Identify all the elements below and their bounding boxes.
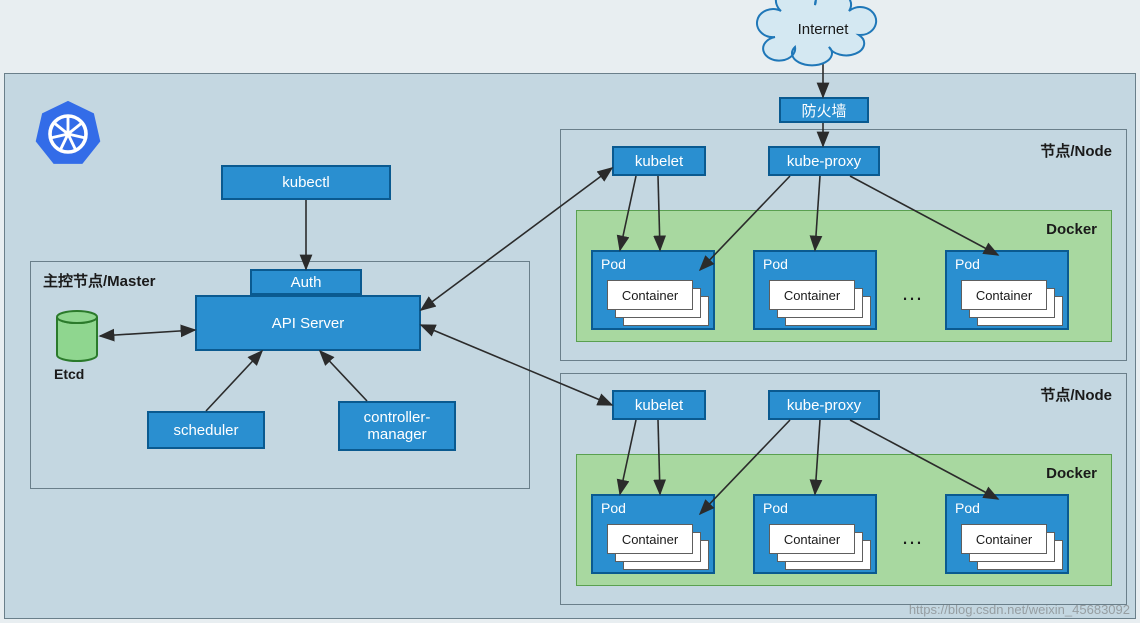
k8s-architecture-diagram: 主控节点/Master kubectl AuthAPI Server schedule… <box>0 0 1140 623</box>
node1-pod-2-label: Pod <box>955 256 980 272</box>
api-server-box: API Server <box>195 295 421 351</box>
node2-pod-1-label: Pod <box>763 500 788 516</box>
node2-pod-2-container-0: Container <box>961 524 1047 554</box>
node1-pod-1-label: Pod <box>763 256 788 272</box>
node1-region-label: 节点/Node <box>1040 140 1112 161</box>
etcd-cylinder: Etcd <box>56 310 98 362</box>
controller-manager-box: controller- manager <box>338 401 456 451</box>
node2-pod-1-container-0: Container <box>769 524 855 554</box>
node2-kubelet-box: kubelet <box>612 390 706 420</box>
internet-cloud-icon: Internet <box>757 0 876 65</box>
node1-pod-0-label: Pod <box>601 256 626 272</box>
svg-text:Internet: Internet <box>798 21 850 38</box>
node1-docker-region-label: Docker <box>1046 221 1097 238</box>
kubernetes-logo-icon <box>32 98 104 170</box>
node1-kubelet-box: kubelet <box>612 146 706 176</box>
node1-pod-2-container-0: Container <box>961 280 1047 310</box>
kubectl-box: kubectl <box>221 165 391 200</box>
node2-ellipsis: … <box>901 524 923 550</box>
node2-pod-2-label: Pod <box>955 500 980 516</box>
auth-box: Auth <box>250 269 362 295</box>
firewall-box: 防火墙 <box>779 97 869 123</box>
scheduler-box: scheduler <box>147 411 265 449</box>
node2-region-label: 节点/Node <box>1040 384 1112 405</box>
node1-pod-1-container-0: Container <box>769 280 855 310</box>
node2-pod-0-label: Pod <box>601 500 626 516</box>
node2-docker-region-label: Docker <box>1046 465 1097 482</box>
etcd-label: Etcd <box>54 366 84 382</box>
node2-pod-0-container-0: Container <box>607 524 693 554</box>
watermark-text: https://blog.csdn.net/weixin_45683092 <box>909 602 1130 617</box>
node1-pod-0-container-0: Container <box>607 280 693 310</box>
node1-kubeproxy-box: kube-proxy <box>768 146 880 176</box>
node1-ellipsis: … <box>901 280 923 306</box>
master-region-label: 主控节点/Master <box>43 270 156 291</box>
node2-kubeproxy-box: kube-proxy <box>768 390 880 420</box>
